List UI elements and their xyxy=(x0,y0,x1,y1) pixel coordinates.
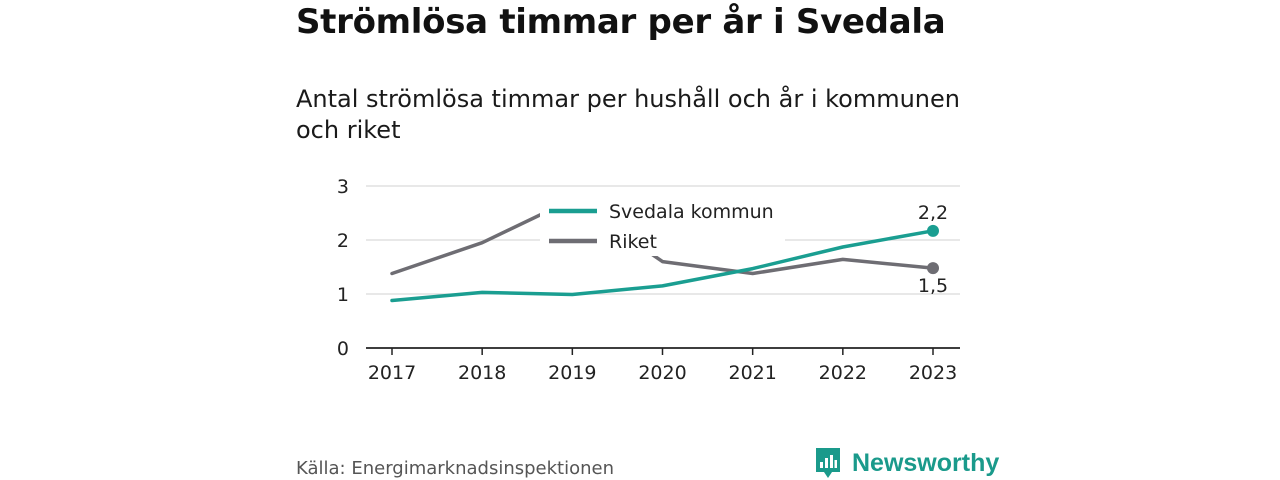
chart-title: Strömlösa timmar per år i Svedala xyxy=(296,2,946,42)
legend-label: Riket xyxy=(609,231,657,253)
riket-end-marker xyxy=(927,262,939,275)
legend-label: Svedala kommun xyxy=(609,201,774,223)
svedala-end-marker xyxy=(927,224,939,237)
source-note: Källa: Energimarknadsinspektionen xyxy=(296,458,615,479)
svedala-line xyxy=(390,229,935,303)
x-tick-label: 2017 xyxy=(368,362,416,384)
x-tick-label: 2021 xyxy=(728,362,776,384)
x-tick-label: 2023 xyxy=(909,362,957,384)
x-tick-label: 2020 xyxy=(638,362,686,384)
svedala-end-label: 2,2 xyxy=(918,202,948,224)
brand-name: Newsworthy xyxy=(852,448,1000,477)
x-tick-label: 2018 xyxy=(458,362,506,384)
y-tick-label: 1 xyxy=(337,284,349,306)
riket-line xyxy=(390,197,935,276)
y-tick-label: 3 xyxy=(337,176,349,198)
series-lines xyxy=(390,197,935,303)
legend: Svedala kommun Riket xyxy=(540,196,785,256)
legend-background xyxy=(540,196,785,256)
x-tick-label: 2019 xyxy=(548,362,596,384)
riket-end-label: 1,5 xyxy=(918,275,948,297)
x-tick-label: 2022 xyxy=(819,362,867,384)
x-axis-ticks: 2017 2018 2019 2020 2021 2022 2023 xyxy=(366,347,960,384)
y-axis-ticks: 0 1 2 3 xyxy=(337,176,349,360)
y-tick-label: 2 xyxy=(337,230,349,252)
end-labels: 2,2 1,5 xyxy=(918,202,948,297)
newsworthy-logo-icon xyxy=(816,448,840,478)
y-tick-label: 0 xyxy=(337,338,349,360)
chart-subtitle: Antal strömlösa timmar per hushåll och å… xyxy=(296,85,960,144)
brand-logo: Newsworthy xyxy=(814,446,999,480)
